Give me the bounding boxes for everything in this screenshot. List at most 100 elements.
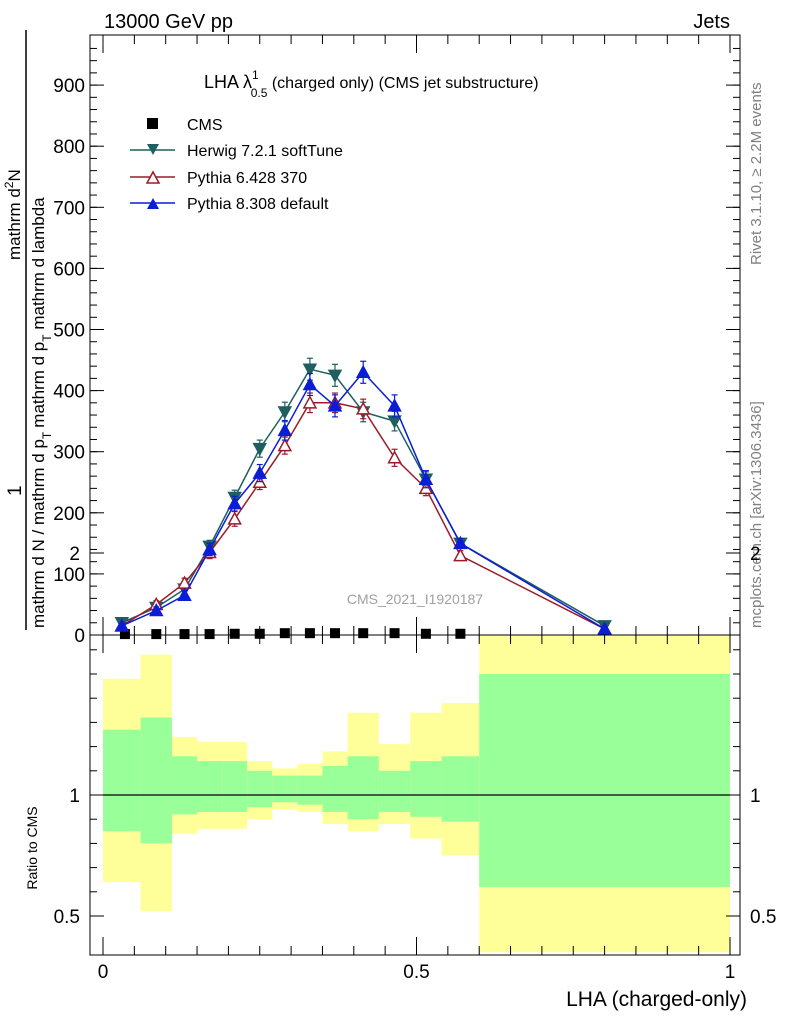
ylabel-denominator: mathrm d N / mathrm d pTmathrm d pT math… xyxy=(29,197,54,628)
ratio-stat-band xyxy=(441,756,480,822)
main-ytick-label: 700 xyxy=(53,198,85,219)
ratio-stat-band xyxy=(103,729,141,832)
data-point-pythia-6-428-370 xyxy=(227,511,242,525)
data-point-herwig-7-2-1-softtune xyxy=(277,406,293,420)
ratio-xlabel: LHA (charged-only) xyxy=(566,988,747,1011)
legend-marker-pythia8 xyxy=(147,198,159,209)
legend: CMS Herwig 7.2.1 softTune Pythia 6.428 3… xyxy=(130,117,343,213)
data-point-pythia-8-308-default xyxy=(355,364,371,379)
data-point-cms xyxy=(254,628,265,639)
ylabel-numerator: 1 xyxy=(5,485,26,496)
ratio-stat-band xyxy=(322,765,348,812)
data-point-pythia-6-428-370 xyxy=(387,450,402,464)
ratio-stat-band xyxy=(297,775,323,805)
data-point-pythia-6-428-370 xyxy=(453,548,468,562)
ylabel-frac-num-text: mathrm d xyxy=(5,188,24,260)
ratio-stat-band xyxy=(197,761,223,812)
data-point-pythia-8-308-default xyxy=(277,422,293,437)
data-point-pythia-6-428-370 xyxy=(302,395,318,409)
ratio-stat-band xyxy=(222,761,248,812)
ratio-stat-band xyxy=(272,775,298,803)
data-point-pythia-8-308-default xyxy=(387,398,402,412)
data-point-cms xyxy=(179,629,190,640)
ratio-ylabel: Ratio to CMS xyxy=(24,806,40,889)
main-title: LHA λ1 0.5 (charged only) (CMS jet substr… xyxy=(204,68,539,100)
ratio-panel: 0.5 0.5 1 1 2 2 0 0.5 1 Ratio to CMS LHA (charge… xyxy=(24,544,776,1011)
legend-marker-pythia6 xyxy=(145,170,161,184)
ylabel-frac-num-tail: N xyxy=(5,169,24,181)
category-label: Jets xyxy=(693,11,730,33)
title-sub: 0.5 xyxy=(251,86,268,100)
ratio-xtick-label: 1 xyxy=(725,962,736,983)
main-ytick-label: 0 xyxy=(74,626,85,647)
ylabel-T1: T xyxy=(40,431,54,439)
data-point-pythia-6-428-370 xyxy=(277,438,293,452)
main-ytick-label: 800 xyxy=(53,137,85,158)
legend-label-pythia8: Pythia 8.308 default xyxy=(187,196,329,213)
legend-label-herwig: Herwig 7.2.1 softTune xyxy=(187,143,343,160)
ylabel-denominator-tail: mathrm d p xyxy=(29,342,48,428)
main-series xyxy=(114,357,612,640)
series-line-pythia-8-308-default xyxy=(121,371,605,630)
ratio-stat-band xyxy=(140,717,172,844)
ratio-stat-band xyxy=(479,674,730,887)
data-point-herwig-7-2-1-softtune xyxy=(327,369,343,383)
main-ytick-label: 100 xyxy=(53,565,85,586)
title-sup: 1 xyxy=(252,68,259,82)
ylabel-denominator-text: mathrm d N / mathrm d p xyxy=(29,439,48,628)
legend-marker-cms xyxy=(147,118,158,129)
data-point-cms xyxy=(389,628,400,639)
data-point-pythia-8-308-default xyxy=(114,618,130,632)
main-axes: 0 100 200 300 400 500 600 700 800 900 xyxy=(53,35,740,647)
data-point-pythia-8-308-default xyxy=(149,602,164,617)
main-ytick-label: 500 xyxy=(53,321,85,342)
ratio-ytick-label-left: 2 xyxy=(69,544,80,565)
energy-label: 13000 GeV pp xyxy=(104,11,233,33)
ratio-frame xyxy=(89,634,741,956)
rivet-label: Rivet 3.1.10, ≥ 2.2M events xyxy=(748,83,765,266)
ylabel-frac-num: mathrm d2N xyxy=(2,169,24,260)
ratio-xtick-label: 0.5 xyxy=(403,962,429,983)
data-point-pythia-6-428-370 xyxy=(355,401,371,415)
main-ytick-label: 300 xyxy=(53,443,85,464)
main-ytick-label: 200 xyxy=(53,504,85,525)
data-point-cms xyxy=(279,628,290,639)
ratio-ytick-label-left: 1 xyxy=(69,786,80,807)
ratio-stat-band xyxy=(247,770,273,808)
data-point-cms xyxy=(420,628,431,639)
title-lambda: LHA λ xyxy=(204,72,252,92)
ratio-ytick-label-right: 1 xyxy=(750,786,761,807)
ratio-axes: 0.5 0.5 1 1 2 2 0 0.5 1 xyxy=(54,544,777,983)
data-point-cms xyxy=(229,628,240,639)
ratio-xtick-label: 0 xyxy=(98,962,109,983)
main-ytick-label: 900 xyxy=(53,76,85,97)
ratio-stat-band xyxy=(171,756,198,815)
data-point-cms xyxy=(151,629,162,640)
data-point-cms xyxy=(304,628,315,639)
data-point-cms xyxy=(329,628,340,639)
data-point-cms xyxy=(455,628,466,639)
data-point-herwig-7-2-1-softtune xyxy=(302,363,318,377)
data-point-pythia-8-308-default xyxy=(327,398,343,412)
data-point-pythia-8-308-default xyxy=(418,471,434,485)
data-point-cms xyxy=(358,628,369,639)
data-point-herwig-7-2-1-softtune xyxy=(252,442,268,457)
analysis-watermark: CMS_2021_I1920187 xyxy=(347,591,483,607)
data-point-cms xyxy=(204,629,215,640)
data-point-pythia-8-308-default xyxy=(302,376,318,391)
ratio-ytick-label-right: 2 xyxy=(750,544,761,565)
main-ylabel: 1 mathrm d N / mathrm d pTmathrm d pT ma… xyxy=(2,30,54,630)
ylabel-denominator-end: mathrm d lambda xyxy=(29,197,48,335)
ratio-stat-band xyxy=(347,756,379,820)
main-ytick-label: 400 xyxy=(53,382,85,403)
data-point-pythia-8-308-default xyxy=(202,541,217,556)
main-ytick-label: 600 xyxy=(53,259,85,280)
ratio-stat-band xyxy=(378,770,411,812)
ylabel-T2: T xyxy=(40,334,54,342)
data-point-pythia-8-308-default xyxy=(252,465,268,479)
site-label: mcplots.cern.ch [arXiv:1306.3436] xyxy=(748,401,765,628)
ylabel-2: 2 xyxy=(2,181,16,188)
legend-label-cms: CMS xyxy=(187,117,223,134)
series-line-herwig-7-2-1-softtune xyxy=(121,368,605,627)
